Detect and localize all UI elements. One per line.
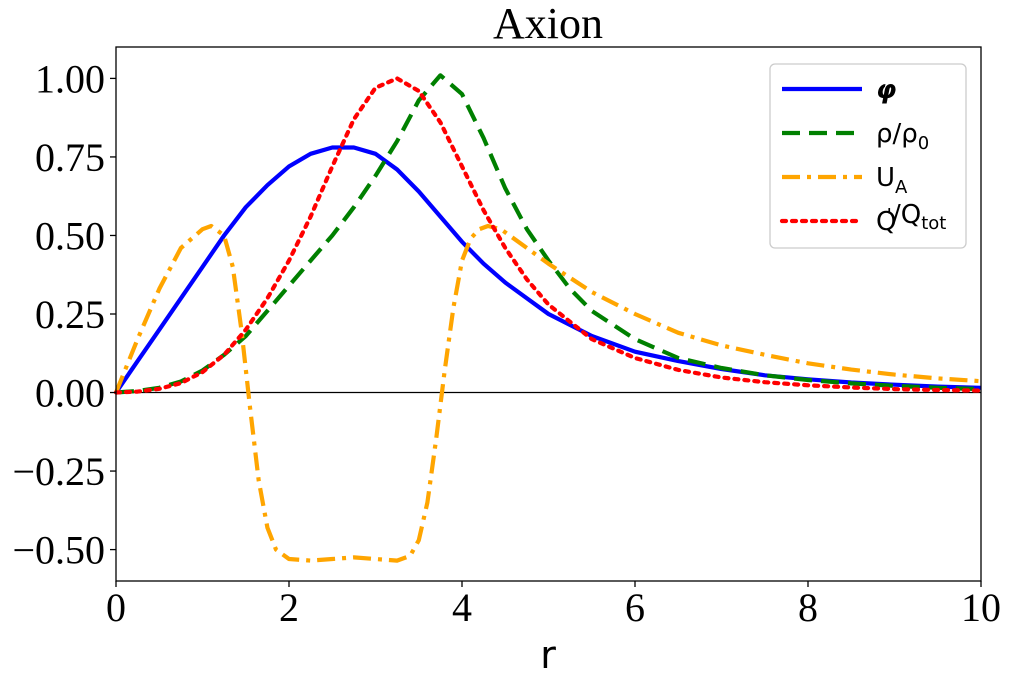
y-tick-label: −0.50 xyxy=(12,528,105,573)
x-tick-label: 0 xyxy=(106,585,126,630)
legend: φ ρ/ρ0 UAQ'/Qtot xyxy=(769,63,967,249)
x-tick-label: 8 xyxy=(798,585,818,630)
x-tick-label: 10 xyxy=(961,585,1001,630)
y-tick-label: 0.00 xyxy=(35,371,105,416)
legend-label-0: φ xyxy=(876,75,896,105)
plot-area: 0 2 4 6 8 10 1.00 0.75 0.50 0.25 0.00 −0.25 −0.50 xyxy=(12,46,1001,630)
series-line-3 xyxy=(113,76,984,395)
legend-label-1: ρ/ρ0 xyxy=(876,119,929,154)
y-tick-label: 0.25 xyxy=(35,292,105,337)
series-line-2 xyxy=(114,223,982,563)
y-tick-label: 1.00 xyxy=(35,56,105,101)
x-axis-label: r xyxy=(540,633,556,676)
legend-box xyxy=(769,63,967,249)
x-tick-label: 4 xyxy=(452,585,472,630)
y-tick-label: 0.75 xyxy=(35,135,105,180)
x-tick-label: 6 xyxy=(625,585,645,630)
y-tick-label: −0.25 xyxy=(12,449,105,494)
legend-label-3: Q'/Qtot xyxy=(876,200,946,237)
y-tick-label: 0.50 xyxy=(35,213,105,258)
legend-label-2: UA xyxy=(876,163,908,198)
chart-title: Axion xyxy=(493,0,603,48)
x-tick-label: 2 xyxy=(279,585,299,630)
series-line-0 xyxy=(114,145,982,394)
